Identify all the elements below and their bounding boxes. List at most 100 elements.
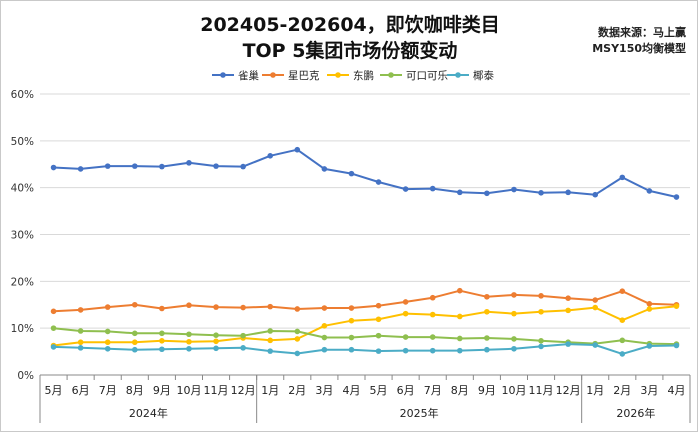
y-tick-label: 40% xyxy=(11,183,34,195)
legend-label: 东鹏 xyxy=(353,69,374,82)
data-point xyxy=(429,334,436,340)
data-point xyxy=(673,303,680,309)
data-point xyxy=(619,288,626,294)
legend-marker xyxy=(270,72,276,78)
y-tick-label: 50% xyxy=(11,136,34,148)
data-point xyxy=(484,308,490,315)
data-point xyxy=(50,325,57,331)
data-point xyxy=(186,338,192,345)
data-point xyxy=(348,305,355,311)
legend-marker xyxy=(335,72,341,78)
x-tick-label: 10月 xyxy=(176,384,201,397)
data-point xyxy=(375,316,382,323)
data-point xyxy=(186,302,192,309)
data-point xyxy=(321,323,328,329)
x-tick-label: 7月 xyxy=(99,384,117,397)
legend-label: 可口可乐 xyxy=(406,70,448,82)
data-point xyxy=(375,302,382,309)
data-point xyxy=(104,328,111,335)
data-point xyxy=(294,328,301,335)
data-point xyxy=(213,338,219,345)
data-point xyxy=(294,350,301,357)
data-point xyxy=(429,347,436,354)
model-note: MSY150均衡模型 xyxy=(592,42,686,55)
data-point xyxy=(375,348,382,354)
data-point xyxy=(565,341,571,347)
data-point xyxy=(511,345,517,352)
data-point xyxy=(131,301,138,308)
x-axis: 5月 6月 7月 8月 9月 10月 11月 12月 1月 2月 3月 4月 5月 6月 7月 8月 9月 10月… xyxy=(39,374,691,423)
data-point xyxy=(159,330,165,337)
data-point xyxy=(294,336,301,342)
data-point xyxy=(456,287,463,294)
legend-label: 雀巢 xyxy=(238,69,259,82)
data-point xyxy=(565,307,571,314)
data-point xyxy=(50,164,57,171)
data-point xyxy=(50,308,57,315)
data-point xyxy=(673,194,680,200)
data-point xyxy=(456,189,463,196)
data-point xyxy=(646,343,653,349)
x-tick-label: 3月 xyxy=(315,384,333,397)
data-point xyxy=(646,188,653,194)
x-tick-label: 3月 xyxy=(640,384,658,397)
data-point xyxy=(673,342,680,349)
data-point xyxy=(484,346,490,353)
chart-subtitle: TOP 5集团市场份额变动 xyxy=(242,40,458,62)
data-point xyxy=(77,328,84,334)
data-point xyxy=(267,337,274,344)
x-tick-label: 2月 xyxy=(288,384,306,397)
data-point xyxy=(294,146,301,153)
data-point xyxy=(511,292,517,298)
x-tick-label: 5月 xyxy=(370,384,388,397)
data-point xyxy=(159,163,165,170)
data-point xyxy=(104,345,111,352)
data-point xyxy=(619,174,626,181)
x-tick-label: 5月 xyxy=(45,384,63,397)
legend: 雀巢 星巴克 东鹏 可口可乐 椰泰 xyxy=(212,69,494,82)
data-point xyxy=(565,295,571,301)
data-point xyxy=(402,334,409,340)
year-label: 2025年 xyxy=(400,406,439,420)
x-tick-label: 6月 xyxy=(397,384,415,397)
data-point xyxy=(456,313,463,320)
legend-marker xyxy=(455,72,461,78)
data-point xyxy=(592,191,599,198)
data-point xyxy=(511,336,517,342)
year-label: 2026年 xyxy=(616,406,655,420)
x-tick-label: 6月 xyxy=(72,384,90,397)
y-axis: 0% 10% 20% 30% 40% 50% 60% xyxy=(11,89,34,382)
x-tick-label: 2月 xyxy=(613,384,631,397)
data-point xyxy=(104,163,111,169)
data-point xyxy=(240,163,246,170)
data-point xyxy=(77,307,84,313)
data-point xyxy=(592,297,599,303)
y-tick-label: 10% xyxy=(11,323,34,335)
x-tick-label: 8月 xyxy=(451,384,469,397)
x-tick-label: 8月 xyxy=(126,384,144,397)
data-point xyxy=(348,334,355,341)
data-point xyxy=(213,163,219,169)
series-line-0 xyxy=(53,148,677,198)
data-point xyxy=(538,338,544,344)
data-point xyxy=(511,186,517,193)
data-point xyxy=(456,335,463,342)
series-lines xyxy=(50,146,680,357)
y-tick-label: 60% xyxy=(11,89,34,101)
data-point xyxy=(240,332,246,339)
data-point xyxy=(321,346,328,353)
data-point xyxy=(131,339,138,346)
data-point xyxy=(50,344,57,350)
data-point xyxy=(619,351,626,357)
data-point xyxy=(429,294,436,301)
data-point xyxy=(159,305,165,312)
x-tick-label: 4月 xyxy=(667,384,685,397)
gridlines xyxy=(40,93,690,329)
legend-label: 星巴克 xyxy=(288,70,320,82)
series-line-4 xyxy=(53,343,677,355)
data-point xyxy=(104,304,111,310)
x-tick-label: 11月 xyxy=(529,384,554,397)
x-tick-label: 9月 xyxy=(478,384,496,397)
data-point xyxy=(375,332,382,339)
